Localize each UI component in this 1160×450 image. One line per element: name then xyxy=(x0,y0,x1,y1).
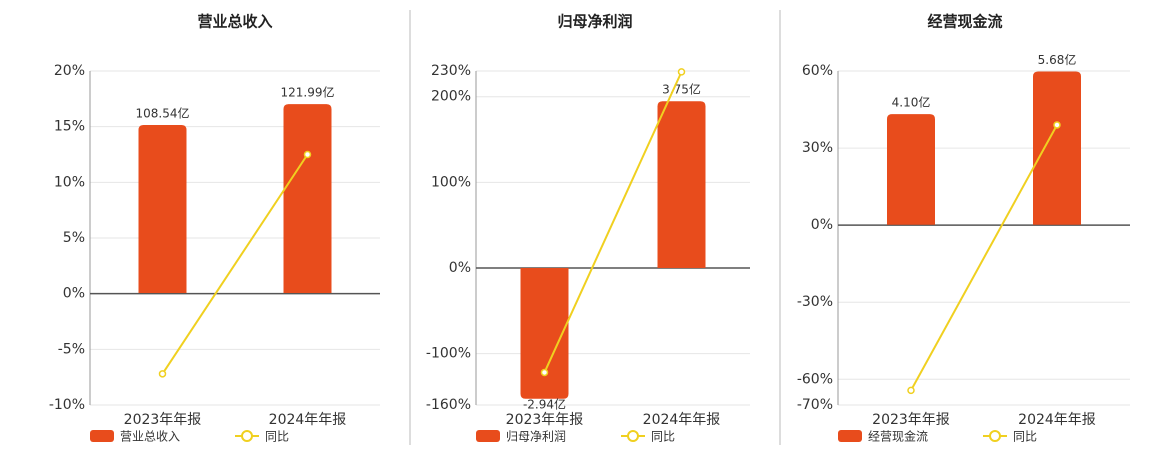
bar xyxy=(657,101,706,269)
x-tick-label: 2023年年报 xyxy=(506,412,584,428)
x-tick-label: 2024年年报 xyxy=(643,412,721,428)
line xyxy=(910,124,1058,391)
y-tick-label: -60% xyxy=(797,371,833,387)
legend-swatch xyxy=(627,430,639,442)
value-label: 3.75亿 xyxy=(662,82,701,97)
legend-label: 同比 xyxy=(651,430,675,444)
point xyxy=(907,386,915,395)
legend-swatch xyxy=(241,430,253,442)
point xyxy=(1053,121,1061,129)
value-label: -2.94亿 xyxy=(523,396,566,411)
point xyxy=(677,68,686,76)
y-tick-label: 100% xyxy=(431,174,471,190)
legend-swatch xyxy=(989,430,1001,442)
y-tick-label: 15% xyxy=(54,119,85,135)
x-tick-label: 2023年年报 xyxy=(124,412,202,428)
legend-swatch xyxy=(838,430,862,442)
y-tick-label: -160% xyxy=(426,397,471,413)
legend-swatch xyxy=(476,430,500,442)
bar xyxy=(138,124,187,293)
legend-swatch xyxy=(90,430,114,442)
y-tick-label: -5% xyxy=(58,341,85,357)
bar xyxy=(1033,71,1081,225)
y-tick-label: 10% xyxy=(54,174,85,190)
legend-label: 营业总收入 xyxy=(120,430,180,444)
point xyxy=(540,368,549,377)
point xyxy=(303,150,312,159)
y-tick-label: 30% xyxy=(802,140,833,156)
chart-title: 经营现金流 xyxy=(927,13,1002,31)
y-tick-label: 60% xyxy=(802,63,833,79)
bar xyxy=(887,114,935,225)
y-tick-label: 0% xyxy=(811,217,833,233)
y-tick-label: 5% xyxy=(63,230,85,246)
y-tick-label: 200% xyxy=(431,89,471,105)
chart-title: 归母净利润 xyxy=(557,13,632,31)
y-tick-label: 0% xyxy=(449,260,471,276)
legend-label: 经营现金流 xyxy=(868,429,928,444)
legend-label: 同比 xyxy=(1013,430,1037,444)
line xyxy=(543,71,683,373)
x-tick-label: 2023年年报 xyxy=(872,412,950,428)
value-label: 4.10亿 xyxy=(892,95,931,110)
bar xyxy=(283,104,332,293)
y-tick-label: 0% xyxy=(63,286,85,302)
value-label: 121.99亿 xyxy=(281,85,335,100)
y-tick-label: -70% xyxy=(797,397,833,413)
value-label: 5.68亿 xyxy=(1038,52,1077,67)
legend-label: 归母净利润 xyxy=(506,430,566,444)
legend-label: 同比 xyxy=(265,430,289,444)
chart-title: 营业总收入 xyxy=(197,13,272,31)
y-tick-label: -30% xyxy=(797,294,833,310)
x-tick-label: 2024年年报 xyxy=(1018,412,1096,428)
y-tick-label: -10% xyxy=(49,397,85,413)
line xyxy=(161,153,309,375)
point xyxy=(158,370,167,378)
y-tick-label: 230% xyxy=(431,63,471,79)
y-tick-label: -100% xyxy=(426,346,471,362)
x-tick-label: 2024年年报 xyxy=(269,412,347,428)
bar xyxy=(520,268,569,399)
y-tick-label: 20% xyxy=(54,63,85,79)
value-label: 108.54亿 xyxy=(136,105,190,120)
